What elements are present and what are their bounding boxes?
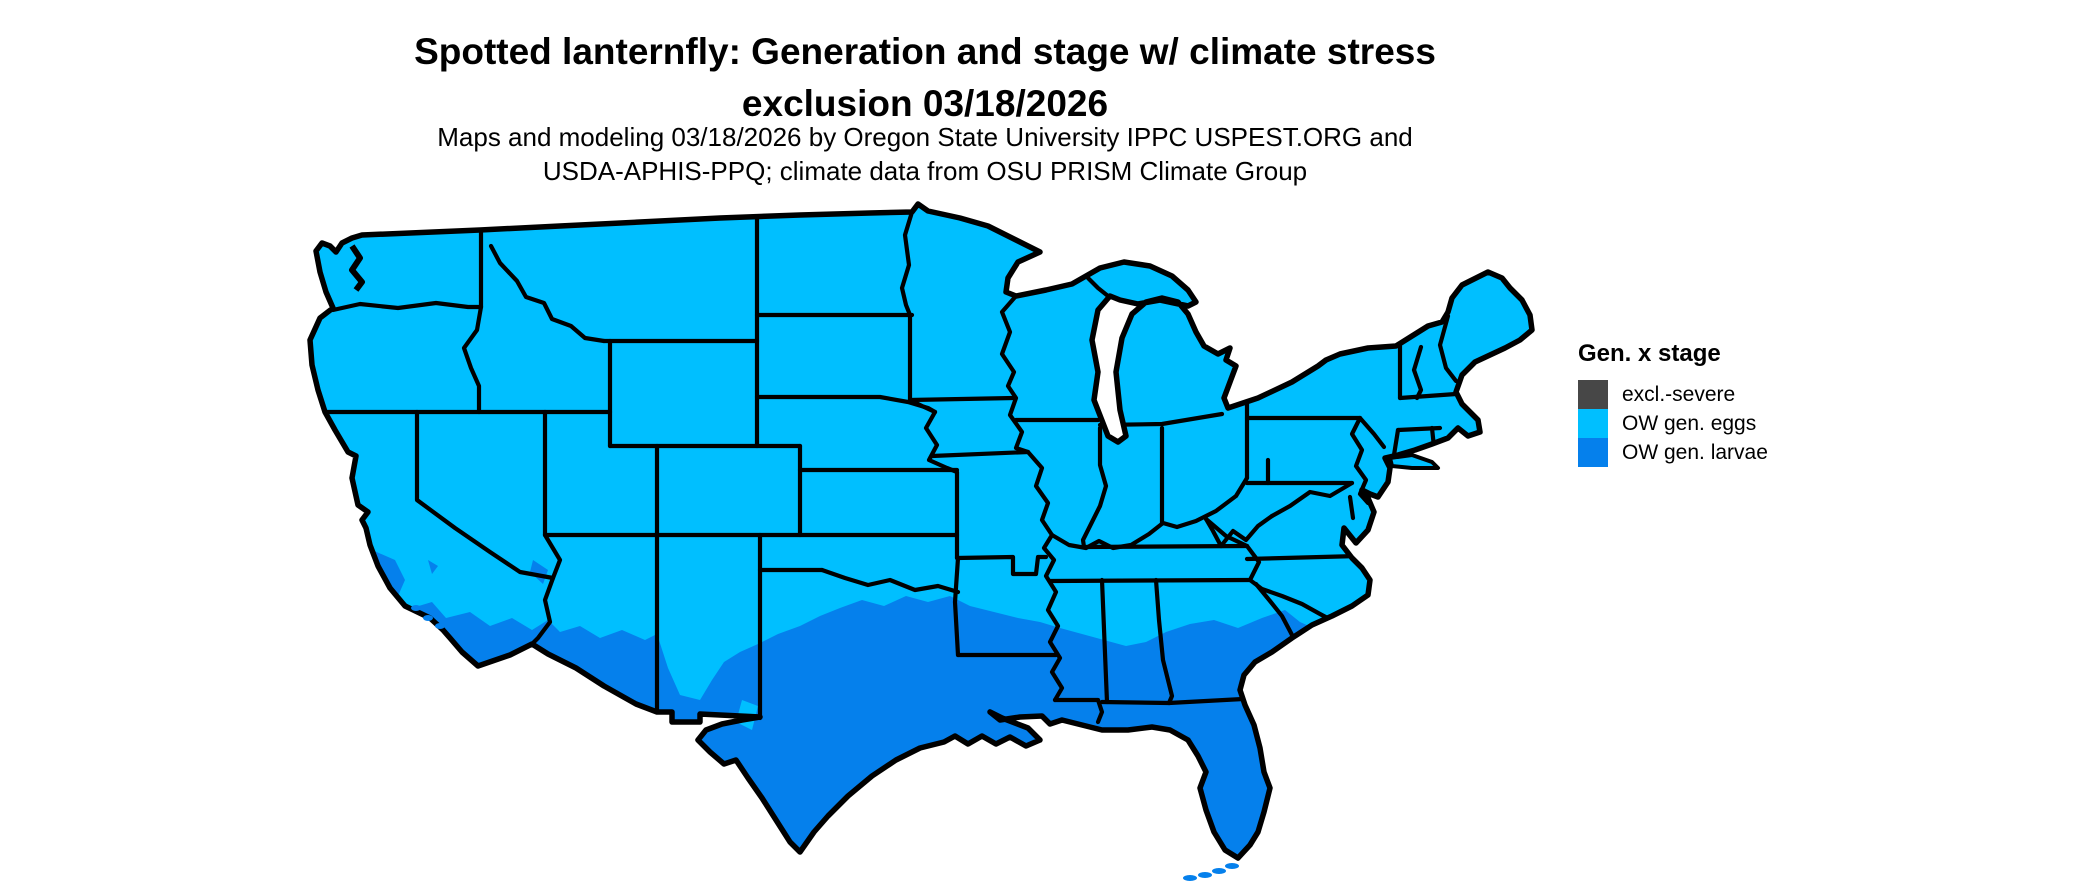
legend-label-excl-severe: excl.-severe: [1622, 382, 1736, 406]
state-border: [1437, 313, 1459, 384]
state-border: [1411, 344, 1424, 401]
state-border: [1349, 415, 1371, 506]
state-border: [954, 554, 1049, 577]
state-border: [1347, 494, 1356, 521]
map-title-line2: exclusion 03/18/2026: [741, 83, 1109, 124]
state-border: [1391, 427, 1401, 458]
state-border: [529, 532, 563, 647]
state-border: [1203, 516, 1250, 549]
florida-keys-speck: [1198, 872, 1212, 878]
map-subtitle-line1: Maps and modeling 03/18/2026 by Oregon S…: [437, 122, 1413, 152]
map-subtitle-line2: USDA-APHIS-PPQ; climate data from OSU PR…: [542, 156, 1308, 186]
state-border: [1052, 697, 1105, 725]
state-border: [1080, 425, 1109, 550]
state-border: [1397, 391, 1459, 401]
legend: Gen. x stage excl.-severe OW gen. eggs O…: [1578, 340, 1768, 467]
state-border: [1357, 415, 1387, 450]
state-border: [907, 395, 1017, 403]
map-title: Spotted lanternfly: Generation and stage…: [414, 26, 1436, 130]
legend-title: Gen. x stage: [1578, 340, 1721, 367]
legend-item-ow-gen-eggs: OW gen. eggs: [1578, 409, 1768, 438]
state-border: [1166, 696, 1246, 706]
state-border: [1025, 449, 1065, 703]
legend-item-ow-gen-larvae: OW gen. larvae: [1578, 438, 1768, 467]
legend-swatch-excl-severe: [1578, 380, 1608, 409]
state-border: [1047, 577, 1253, 584]
state-border: [1099, 699, 1172, 706]
florida-keys-speck: [1183, 875, 1197, 881]
legend-swatch-ow-gen-eggs: [1578, 409, 1608, 438]
puget-sound-detail: [349, 244, 365, 292]
state-border: [952, 555, 961, 658]
state-border: [1244, 543, 1262, 583]
florida-keys-speck: [1212, 868, 1226, 874]
state-border: [999, 293, 1031, 455]
state-border: [1081, 543, 1250, 550]
state-border: [1153, 577, 1175, 706]
state-border: [330, 300, 484, 313]
map-subtitle: Maps and modeling 03/18/2026 by Oregon S…: [437, 120, 1413, 188]
map-title-line1: Spotted lanternfly: Generation and stage…: [414, 31, 1436, 72]
state-border: [1085, 275, 1111, 299]
channel-island-speck: [411, 605, 421, 611]
state-border: [461, 304, 484, 415]
legend-item-excl-severe: excl.-severe: [1578, 380, 1768, 409]
channel-island-speck: [435, 623, 445, 629]
long-island: [1388, 453, 1440, 470]
state-border: [1244, 553, 1361, 562]
us-outline: [307, 201, 1535, 861]
state-border: [907, 397, 938, 415]
florida-keys-speck: [1225, 863, 1239, 869]
state-border: [929, 449, 1031, 459]
region-ow-gen-larvae-patch: [428, 560, 438, 574]
state-border: [1269, 480, 1355, 519]
legend-label-ow-gen-larvae: OW gen. larvae: [1622, 440, 1768, 464]
state-border: [899, 209, 915, 318]
legend-swatch-ow-gen-larvae: [1578, 438, 1608, 467]
state-border: [414, 409, 556, 581]
legend-label-ow-gen-eggs: OW gen. eggs: [1622, 411, 1757, 435]
state-border: [488, 243, 607, 344]
channel-island-speck: [423, 615, 433, 621]
state-border: [1099, 577, 1110, 705]
state-border: [819, 567, 961, 595]
